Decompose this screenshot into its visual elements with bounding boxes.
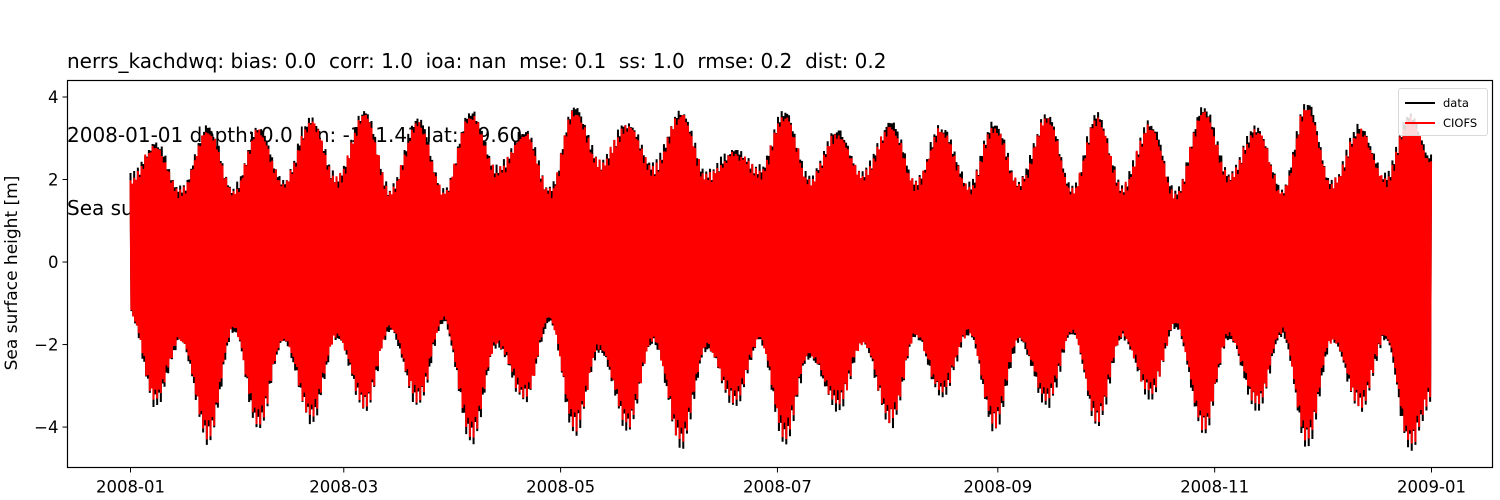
x-tick-label: 2008-03 xyxy=(309,478,378,497)
plot-frame xyxy=(66,79,1494,469)
x-tick-label: 2009-01 xyxy=(1397,478,1466,497)
legend-swatch-data-icon xyxy=(1405,102,1435,104)
x-tick-label: 2008-07 xyxy=(743,478,812,497)
title-location-line: 2008-01-01 depth: 0.0 lon: -151.41 lat: … xyxy=(67,122,523,147)
x-tick-label: 2008-01 xyxy=(96,478,165,497)
y-tick-label: 4 xyxy=(48,88,59,107)
y-axis-label: Sea surface height [m] xyxy=(2,175,22,371)
legend-item-ciofs: CIOFS xyxy=(1405,115,1477,131)
series-layer xyxy=(129,104,1433,451)
series-line-ciofs xyxy=(129,109,1433,444)
legend-label-ciofs: CIOFS xyxy=(1443,116,1478,130)
y-tick-label: 0 xyxy=(48,253,59,272)
y-tick-label: −2 xyxy=(34,336,58,355)
x-tick-label: 2008-05 xyxy=(526,478,595,497)
legend: data CIOFS xyxy=(1398,88,1488,136)
y-tick-label: −4 xyxy=(34,418,58,437)
y-tick-label: 2 xyxy=(48,171,59,190)
legend-label-data: data xyxy=(1443,96,1469,110)
x-tick-label: 2008-11 xyxy=(1180,478,1249,497)
y-axis: −4 −2 0 2 4 xyxy=(34,88,68,437)
title-stats-line: nerrs_kachdwq: bias: 0.0 corr: 1.0 ioa: … xyxy=(67,49,887,73)
x-axis: 2008-01 2008-03 2008-05 2008-07 2008-09 2008-… xyxy=(96,467,1466,497)
x-tick-label: 2008-09 xyxy=(963,478,1032,497)
legend-swatch-ciofs-icon xyxy=(1405,122,1435,124)
legend-item-data: data xyxy=(1405,95,1469,111)
